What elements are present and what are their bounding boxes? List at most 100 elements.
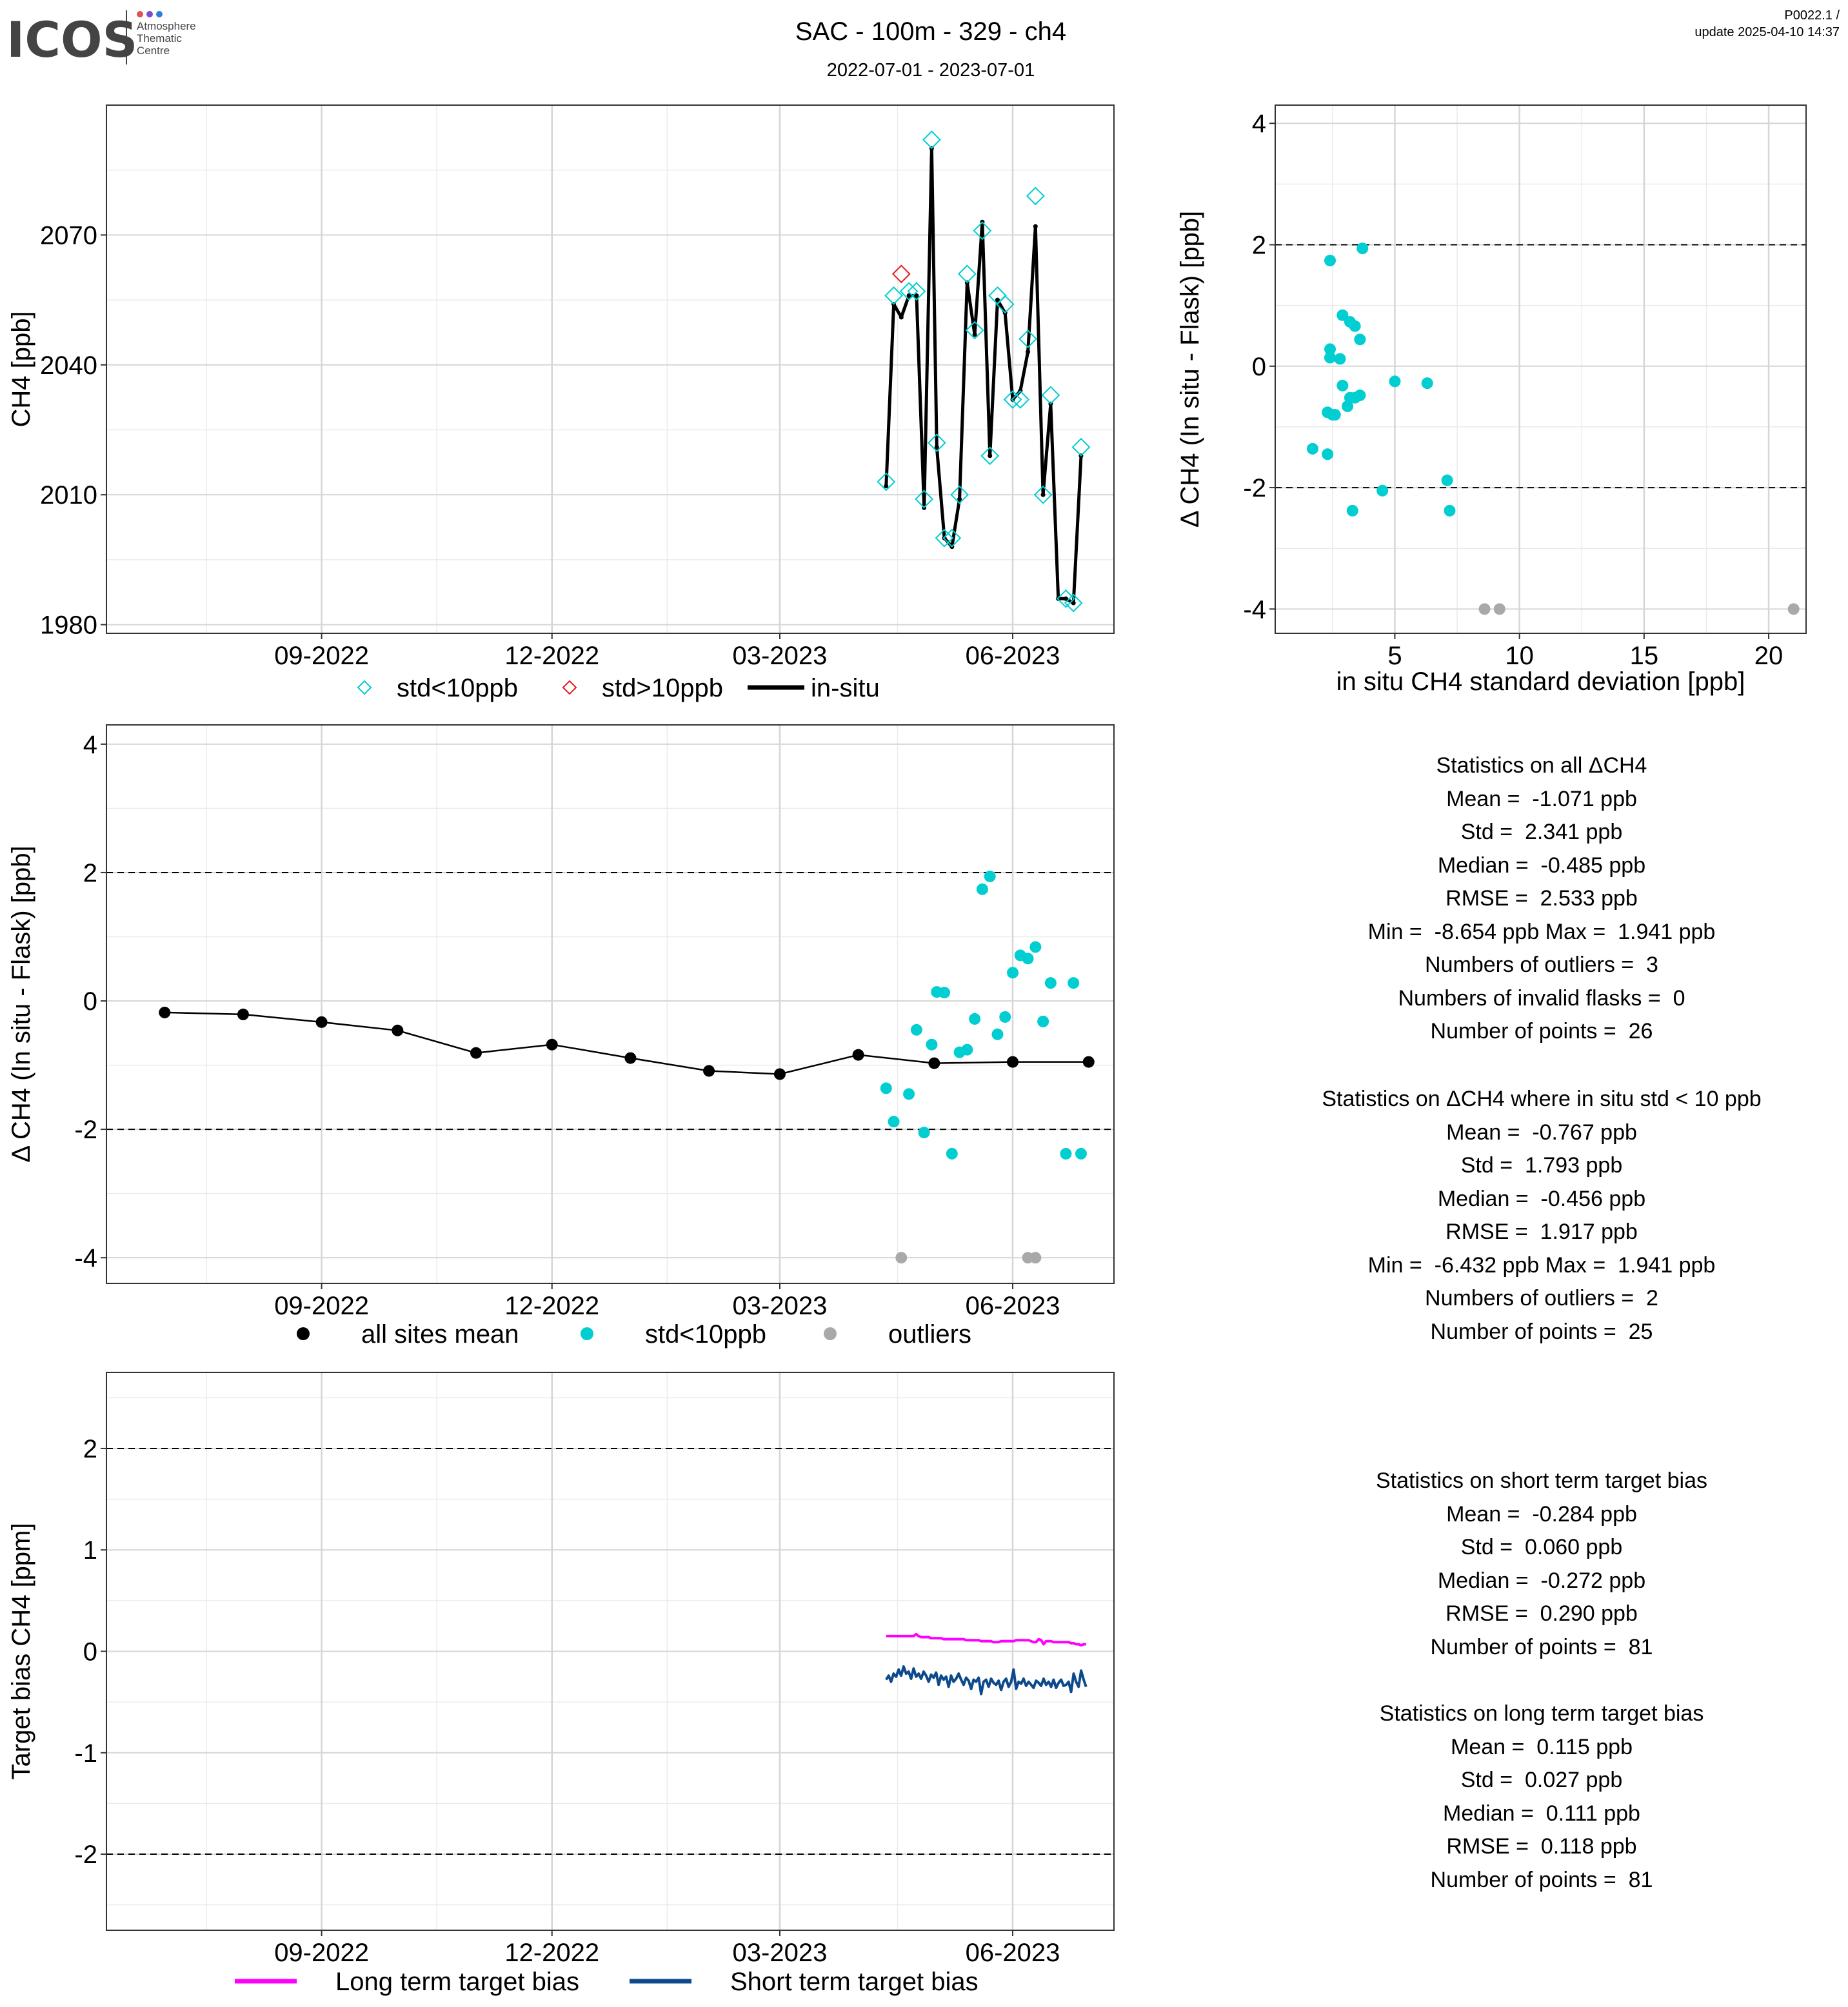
scatter-point-ok <box>1444 504 1456 517</box>
delta-point-ok <box>880 1082 892 1094</box>
y-tick-label: 2 <box>1252 232 1266 260</box>
y-axis-title: CH4 [ppb] <box>7 311 35 427</box>
flask-ok-diamond <box>927 433 946 453</box>
insitu-point <box>1033 224 1038 229</box>
stats-all-points: Number of points = 26 <box>1430 1019 1653 1043</box>
stats-std10-rmse: RMSE = 1.917 ppb <box>1446 1220 1638 1244</box>
y-tick-label: 4 <box>83 731 97 759</box>
y-tick-label: -2 <box>74 1116 97 1144</box>
flask-ok-diamond <box>907 282 926 301</box>
mean-point <box>1082 1056 1095 1068</box>
y-tick-label: 0 <box>83 1638 97 1666</box>
y-axis-title: Δ CH4 (In situ - Flask) [ppb] <box>7 845 35 1162</box>
delta-point-ok <box>1007 967 1019 979</box>
std-scatter-panel: -4 -2 0 2 4 5 10 15 20 Δ CH4 (In situ - Flask) [p… <box>1176 104 1807 696</box>
stats-all-median: Median = -0.485 ppb <box>1437 853 1646 878</box>
update-label: update 2025-04-10 14:37 <box>1694 25 1840 39</box>
scatter-point-ok <box>1329 409 1341 421</box>
legend-diamond-icon <box>357 680 372 695</box>
flask-ok-diamond <box>1064 593 1083 613</box>
flask-ok-diamond <box>995 295 1015 314</box>
y-tick-label: -2 <box>74 1841 97 1869</box>
delta-point-ok <box>926 1038 938 1051</box>
y-tick-label: 2 <box>83 859 97 887</box>
x-tick-label: 03-2023 <box>733 1292 828 1320</box>
header: ICOS Atmosphere Thematic Centre SAC - 10… <box>6 8 1840 81</box>
insitu-series-line <box>884 146 1083 605</box>
flask-ok-diamond <box>980 446 1000 466</box>
logo-dot-blue-icon <box>156 11 163 17</box>
delta-point-ok <box>991 1028 1004 1040</box>
stats-long-title: Statistics on long term target bias <box>1379 1701 1704 1726</box>
flask-ok-diamond <box>1026 186 1045 206</box>
stats-long-rmse: RMSE = 0.118 ppb <box>1446 1834 1637 1859</box>
flask-ok-diamond <box>1071 437 1091 457</box>
insitu-point <box>972 332 977 337</box>
x-tick-label: 06-2023 <box>966 1292 1060 1320</box>
scatter-point-outlier <box>1478 603 1491 615</box>
plot-frame <box>1275 104 1807 634</box>
scatter-point-ok <box>1322 448 1334 460</box>
flask-ok-diamond <box>1018 330 1037 348</box>
y-tick-label: 1980 <box>40 611 97 640</box>
mean-point <box>703 1065 715 1077</box>
legend-label: Long term target bias <box>335 1968 579 1996</box>
delta-point-ok <box>1037 1015 1049 1027</box>
stats-short-median: Median = -0.272 ppb <box>1437 1568 1646 1593</box>
x-tick-label: 20 <box>1754 642 1783 670</box>
stats-all-rmse: RMSE = 2.533 ppb <box>1446 886 1638 911</box>
x-tick-label: 06-2023 <box>966 1939 1060 1967</box>
stats-long-median: Median = 0.111 ppb <box>1443 1801 1640 1826</box>
stats-std10-outliers: Numbers of outliers = 2 <box>1425 1286 1658 1310</box>
flask-ok-diamond <box>915 489 934 509</box>
y-tick-label: 1 <box>83 1536 97 1565</box>
icos-logo-text: ICOS <box>6 11 137 68</box>
logo-dot-red-icon <box>137 11 143 17</box>
stats-short-mean: Mean = -0.284 ppb <box>1446 1501 1637 1527</box>
stats-long-mean: Mean = 0.115 ppb <box>1451 1734 1633 1759</box>
scatter-point-ok <box>1376 484 1389 497</box>
stats-all-invalid: Numbers of invalid flasks = 0 <box>1398 985 1685 1011</box>
scatter-point-ok <box>1324 351 1336 364</box>
flask-ok-diamond <box>1011 390 1030 409</box>
stats-all-title: Statistics on all ΔCH4 <box>1436 753 1647 778</box>
stats-std10-points: Number of points = 25 <box>1430 1319 1653 1344</box>
logo-dot-purple-icon <box>146 11 153 17</box>
stats-all-minmax: Min = -8.654 ppb Max = 1.941 ppb <box>1367 919 1716 944</box>
y-tick-label: 2070 <box>40 221 97 250</box>
legend-label: all sites mean <box>361 1320 519 1349</box>
scatter-point-ok <box>1306 442 1318 455</box>
x-tick-label: 09-2022 <box>274 642 369 670</box>
scatter-point-ok <box>1354 333 1366 346</box>
delta-point-ok <box>1060 1147 1072 1160</box>
mean-point <box>773 1068 786 1080</box>
flask-ok-diamond <box>1033 485 1053 504</box>
scatter-point-ok <box>1441 474 1453 486</box>
stats-all-mean: Mean = -1.071 ppb <box>1446 786 1637 811</box>
delta-point-ok <box>888 1116 900 1128</box>
flask-bad-diamond <box>891 264 911 284</box>
stats-std10-mean: Mean = -0.767 ppb <box>1446 1120 1637 1145</box>
stats-long-term: Statistics on long term target bias Mean… <box>1258 1697 1825 1897</box>
scatter-point-ok <box>1356 242 1369 255</box>
delta-point-ok <box>969 1013 981 1025</box>
x-tick-label: 03-2023 <box>733 1939 828 1967</box>
long-term-bias-line <box>886 1632 1086 1647</box>
logo-sub-line-2: Thematic <box>137 32 182 44</box>
stats-long-std: Std = 0.027 ppb <box>1460 1768 1623 1792</box>
flask-ok-diamond <box>877 472 896 491</box>
flask-ok-diamond <box>884 286 903 305</box>
delta-point-ok <box>984 870 996 882</box>
scatter-point-ok <box>1334 353 1346 365</box>
y-tick-label: -1 <box>74 1739 97 1768</box>
y-tick-label: 2040 <box>40 351 97 380</box>
legend-label: std>10ppb <box>602 674 723 702</box>
stats-std10-std: Std = 1.793 ppb <box>1460 1153 1623 1178</box>
mean-point <box>159 1006 171 1018</box>
x-tick-label: 15 <box>1630 642 1659 670</box>
flask-ok-diamond <box>950 485 969 504</box>
delta-point-ok <box>961 1043 973 1056</box>
legend-dot-icon <box>297 1327 310 1340</box>
stats-long-points: Number of points = 81 <box>1430 1867 1653 1892</box>
delta-timeseries-panel: -4 -2 0 2 4 09-2022 12-2022 03-2023 06-2023 Δ CH4… <box>7 724 1115 1349</box>
